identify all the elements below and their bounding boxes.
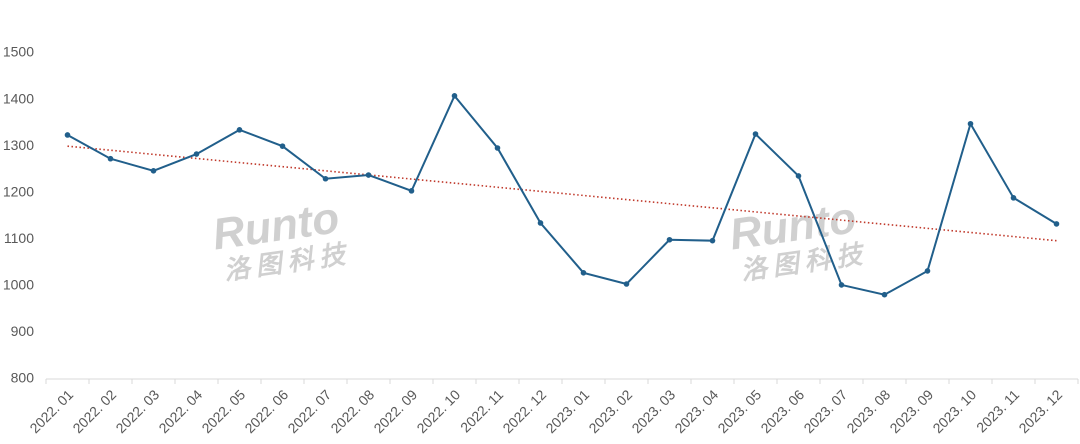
marker	[236, 127, 243, 133]
x-tick-label: 2022. 09	[370, 386, 420, 436]
y-tick-label: 800	[11, 370, 35, 386]
x-tick-label: 2022. 08	[327, 386, 377, 436]
trendline	[67, 145, 1057, 242]
line	[67, 93, 1058, 296]
x-tick-label: 2023. 08	[843, 386, 893, 436]
marker	[967, 120, 974, 127]
y-tick-label: 1100	[4, 230, 34, 246]
marker	[150, 168, 157, 174]
x-tick-label: 2023. 10	[929, 386, 979, 436]
y-tick-label: 1400	[3, 90, 34, 106]
x-tick-label: 2023. 11	[973, 386, 1022, 435]
x-tick-label: 2022. 11	[457, 386, 506, 435]
marker	[881, 291, 888, 298]
x-tick-label: 2022. 10	[413, 386, 463, 436]
x-tick-label: 2022. 01	[26, 386, 76, 436]
marker	[709, 237, 716, 244]
x-tick-label: 2023. 06	[757, 386, 807, 436]
marker	[623, 281, 630, 287]
marker	[365, 172, 372, 178]
watermark: Runto 洛图科技	[210, 193, 353, 285]
x-tick-label: 2022. 12	[499, 386, 549, 436]
marker	[494, 145, 501, 151]
x-tick-label: 2022. 06	[241, 386, 291, 436]
y-tick-label: 1200	[3, 183, 34, 199]
marker	[279, 143, 286, 149]
x-tick-label: 2022. 07	[284, 386, 334, 436]
x-tick-label: 2023. 07	[800, 386, 850, 436]
x-tick-label: 2023. 04	[671, 386, 721, 436]
marker	[580, 270, 587, 276]
marker	[322, 175, 329, 182]
marker	[924, 268, 931, 274]
marker	[1053, 221, 1060, 227]
x-tick-label: 2022. 04	[155, 386, 205, 436]
marker	[795, 173, 802, 179]
x-tick-label: 2023. 02	[585, 386, 635, 436]
x-tick-label: 2022. 05	[198, 386, 248, 436]
marker	[107, 155, 114, 162]
marker	[537, 220, 544, 226]
marker	[752, 131, 759, 137]
marker	[451, 93, 458, 99]
x-tick-label: 2023. 05	[714, 386, 764, 436]
marker	[1010, 195, 1017, 201]
marker	[193, 151, 200, 157]
marker	[408, 188, 415, 194]
x-tick-label: 2022. 02	[69, 386, 119, 436]
marker	[666, 236, 673, 243]
marker	[64, 132, 71, 138]
x-tick-label: 2023. 01	[542, 386, 592, 436]
x-tick-label: 2023. 12	[1015, 386, 1065, 436]
y-tick-label: 900	[11, 323, 35, 339]
x-tick-label: 2023. 03	[628, 386, 678, 436]
y-tick-label: 1500	[3, 44, 34, 60]
y-tick-label: 1000	[3, 277, 34, 293]
watermark: Runto 洛图科技	[727, 193, 870, 285]
marker	[838, 282, 845, 288]
y-tick-label: 1300	[3, 137, 34, 153]
x-tick-label: 2023. 09	[886, 386, 936, 436]
x-tick-label: 2022. 03	[112, 386, 162, 436]
